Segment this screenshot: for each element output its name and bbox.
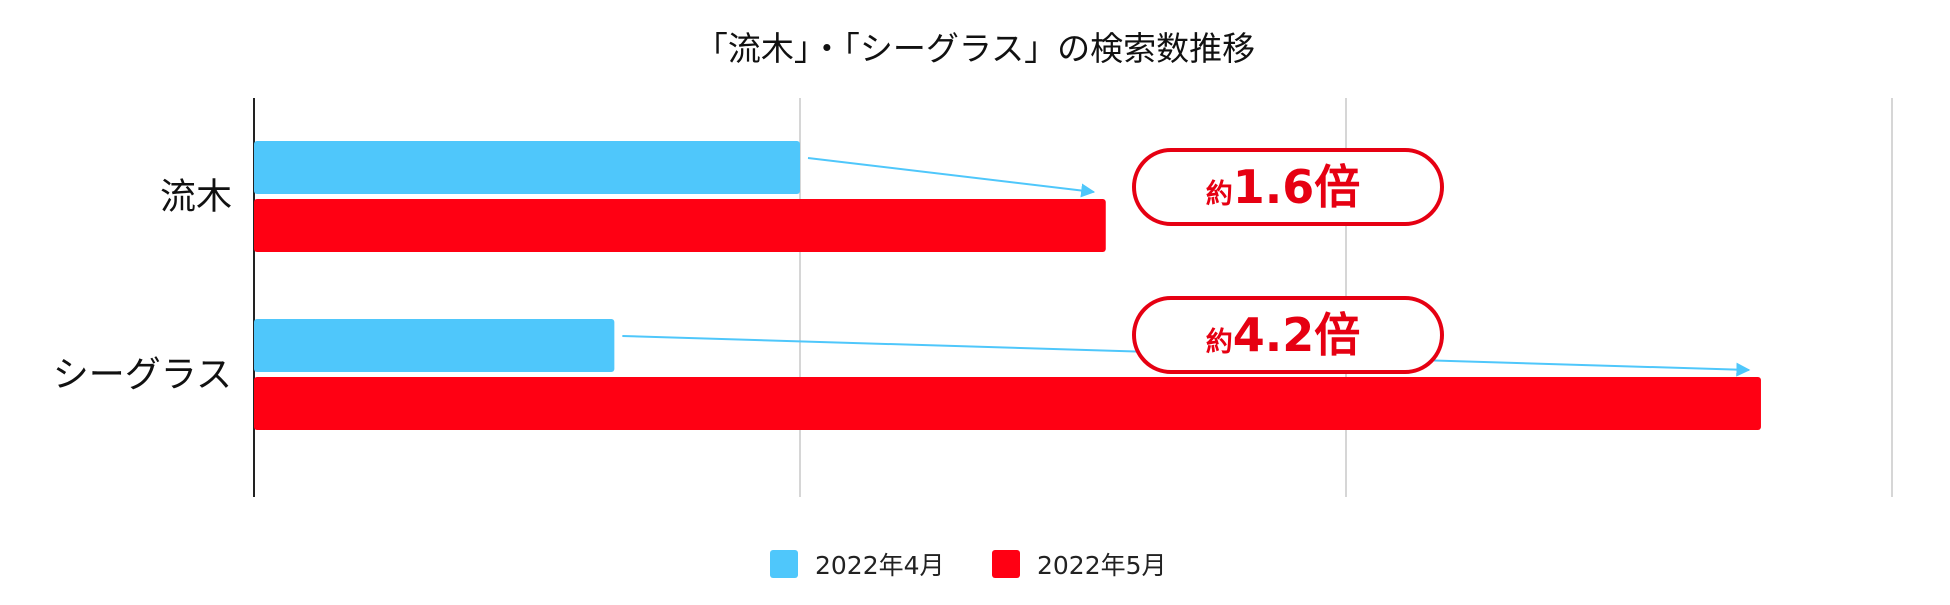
growth-arrow	[807, 157, 1096, 198]
bar	[254, 141, 800, 194]
category-label: 流木	[160, 177, 232, 218]
annotation-prefix: 約	[1206, 326, 1233, 358]
chart-title: 「流木」・「シーグラス」の検索数推移	[695, 29, 1255, 68]
legend-item: 2022年4月	[770, 550, 945, 580]
legend-item: 2022年5月	[992, 550, 1167, 580]
annotation-prefix: 約	[1206, 178, 1233, 210]
annotation-text: 約1.6倍	[1206, 160, 1361, 214]
legend: 2022年4月 2022年5月	[770, 550, 1167, 580]
legend-label: 2022年5月	[1037, 551, 1167, 580]
annotation-text: 約4.2倍	[1206, 308, 1361, 362]
annotation-ratio: 1.6倍	[1233, 160, 1361, 214]
bar	[254, 377, 1761, 430]
bar	[254, 199, 1106, 252]
category-label: シーグラス	[53, 355, 232, 396]
legend-swatch	[992, 550, 1020, 578]
ratio-annotation: 約4.2倍	[1132, 296, 1444, 374]
legend-swatch	[770, 550, 798, 578]
annotation-ratio: 4.2倍	[1233, 308, 1361, 362]
bars	[254, 141, 1761, 430]
ratio-annotation: 約1.6倍	[1132, 148, 1444, 226]
annotation-box	[1132, 296, 1444, 374]
annotation-box	[1132, 148, 1444, 226]
bar	[254, 319, 615, 372]
legend-label: 2022年4月	[815, 551, 945, 580]
